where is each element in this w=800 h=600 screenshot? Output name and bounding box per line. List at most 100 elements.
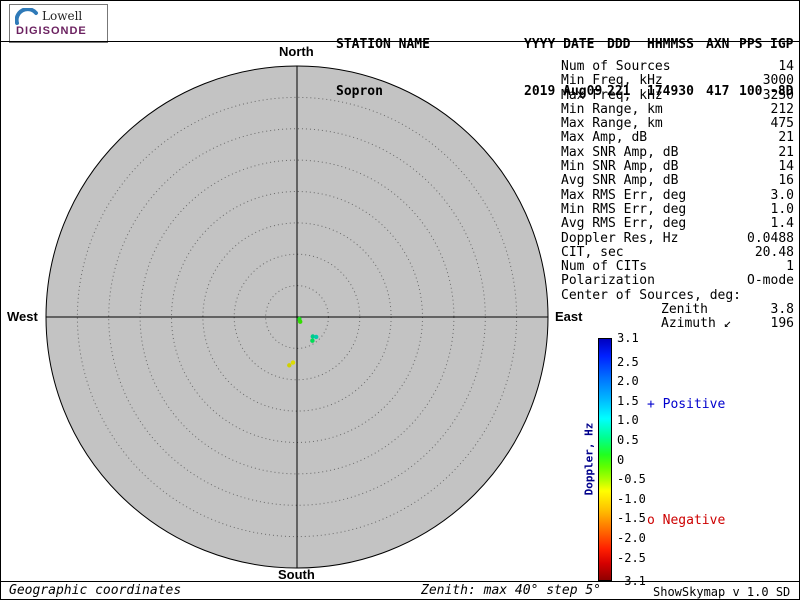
colorbar-tick-labels: 3.1 2.5 2.0 1.5 1.0 0.5 0 -0.5 -1.0 -1.5… xyxy=(617,331,665,588)
lowell-digisonde-logo: Lowell DIGISONDE xyxy=(9,4,108,43)
stat-label: Num of CITs xyxy=(561,259,648,275)
stat-value: 1.4 xyxy=(770,216,794,232)
colorbar-tick: 0 xyxy=(617,452,625,467)
stat-value: 20.48 xyxy=(754,244,794,260)
header-col-igp: IGP -8D xyxy=(770,7,799,129)
stat-row: CIT, sec 20.48 xyxy=(561,244,794,260)
header-label: YYYY DATE xyxy=(524,37,595,52)
stat-label: Num of Sources xyxy=(561,59,671,74)
stat-value: 3.8 xyxy=(770,302,794,318)
coordinates-mode-label: Geographic coordinates xyxy=(9,583,182,598)
stat-label: CIT, sec xyxy=(561,244,624,260)
colorbar-tick: 2.5 xyxy=(617,354,639,369)
stat-label: Polarization xyxy=(561,273,655,289)
stat-row: Min Freq, kHz 3000 xyxy=(561,73,794,89)
compass-west-label: West xyxy=(7,309,38,324)
colorbar-tick: 0.5 xyxy=(617,432,639,447)
stat-row: Num of CITs 1 xyxy=(561,259,794,275)
logo-digisonde-text: DIGISONDE xyxy=(16,25,87,37)
stat-label: Avg RMS Err, deg xyxy=(561,216,687,232)
stat-label: Max SNR Amp, dB xyxy=(561,144,679,160)
colorbar-tick: -1.5 xyxy=(617,511,646,526)
stat-row: Min SNR Amp, dB 14 xyxy=(561,159,794,175)
header-value: 100 xyxy=(739,84,763,99)
stats-panel: Num of Sources 14 Min Freq, kHz 3000 Max… xyxy=(561,59,794,331)
stat-value: 0.0488 xyxy=(747,230,794,246)
header-value: 174930 xyxy=(647,84,694,99)
header-col-time: HHMMSS 174930 xyxy=(647,7,694,129)
zenith-scale-label: Zenith: max 40° step 5° xyxy=(421,583,602,598)
header-value: -8D xyxy=(770,84,794,99)
logo-lowell-text: Lowell xyxy=(42,9,83,23)
stat-label: Max Freq, kHz xyxy=(561,87,663,103)
stat-label: Max Amp, dB xyxy=(561,130,648,146)
stat-row: Polarization O-mode xyxy=(561,273,794,289)
colorbar-tick: 2.0 xyxy=(617,374,639,389)
header-value: 417 xyxy=(706,84,730,99)
stat-row: Min Range, km 212 xyxy=(561,101,794,117)
header-value: Sopron xyxy=(336,84,383,99)
header-col-date: YYYY DATE 2019 Aug09 xyxy=(524,7,602,129)
stat-value: 21 xyxy=(778,130,794,146)
stat-label: Max RMS Err, deg xyxy=(561,187,687,203)
stat-label: Doppler Res, Hz xyxy=(561,230,679,246)
header-value: 2019 Aug09 xyxy=(524,84,603,99)
header-col-doy: DDD 221 xyxy=(607,7,638,129)
stat-label: Max Range, km xyxy=(561,116,663,132)
stat-value: 16 xyxy=(778,173,794,189)
stat-value: 1.0 xyxy=(770,201,794,217)
stat-row: Max Amp, dB 21 xyxy=(561,130,794,146)
header-value: 221 xyxy=(607,84,631,99)
compass-east-label: East xyxy=(555,309,583,324)
stat-value: 14 xyxy=(778,159,794,175)
doppler-colorbar xyxy=(598,338,612,581)
header-label: HHMMSS xyxy=(647,37,694,52)
stat-value: 212 xyxy=(770,101,794,117)
stat-row: Zenith 3.8 xyxy=(561,302,794,318)
stat-label: Azimuth ↙ xyxy=(661,316,732,332)
stat-value: 14 xyxy=(778,59,794,74)
header-label: DDD xyxy=(607,37,631,52)
stat-value: 196 xyxy=(770,316,794,332)
colorbar-tick: -2.0 xyxy=(617,530,646,545)
stat-row: Num of Sources 14 xyxy=(561,59,794,74)
stat-row: Azimuth ↙ 196 xyxy=(561,316,794,332)
stat-row: Max Freq, kHz 3250 xyxy=(561,87,794,103)
stat-row: Doppler Res, Hz 0.0488 xyxy=(561,230,794,246)
stat-row: Avg RMS Err, deg 1.4 xyxy=(561,216,794,232)
stat-value: 3000 xyxy=(762,73,794,89)
colorbar-tick: 1.5 xyxy=(617,393,639,408)
colorbar-axis-label: Doppler, Hz xyxy=(582,422,596,496)
header-col-station: STATION NAME Sopron xyxy=(336,7,430,129)
colorbar-tick: 1.0 xyxy=(617,413,639,428)
stat-value: 475 xyxy=(770,116,794,132)
header-label: STATION NAME xyxy=(336,37,430,52)
stat-label: Min RMS Err, deg xyxy=(561,201,687,217)
legend-positive: + Positive xyxy=(647,397,726,412)
stat-label: Min SNR Amp, dB xyxy=(561,159,679,175)
stat-row: Min RMS Err, deg 1.0 xyxy=(561,201,794,217)
stat-row: Avg SNR Amp, dB 16 xyxy=(561,173,794,189)
stat-row: Max Range, km 475 xyxy=(561,116,794,132)
colorbar-tick: -1.0 xyxy=(617,491,646,506)
colorbar-tick: -2.5 xyxy=(617,550,646,565)
header-label: IGP xyxy=(770,37,794,52)
stat-label: Zenith xyxy=(661,302,708,318)
compass-south-label: South xyxy=(278,567,315,582)
compass-north-label: North xyxy=(279,44,314,59)
logo-arc-icon xyxy=(15,8,38,25)
stat-value: 21 xyxy=(778,144,794,160)
stat-value: 3.0 xyxy=(770,187,794,203)
stat-value: 3250 xyxy=(762,87,794,103)
stat-label: Min Freq, kHz xyxy=(561,73,663,89)
stat-row: Center of Sources, deg: xyxy=(561,287,794,303)
header-label: PPS xyxy=(739,37,763,52)
stat-value: 1 xyxy=(786,259,794,275)
footer-divider xyxy=(1,581,799,582)
stat-label: Min Range, km xyxy=(561,101,663,117)
stat-label: Center of Sources, deg: xyxy=(561,287,742,303)
stat-row: Max SNR Amp, dB 21 xyxy=(561,144,794,160)
stat-value: O-mode xyxy=(747,273,794,289)
